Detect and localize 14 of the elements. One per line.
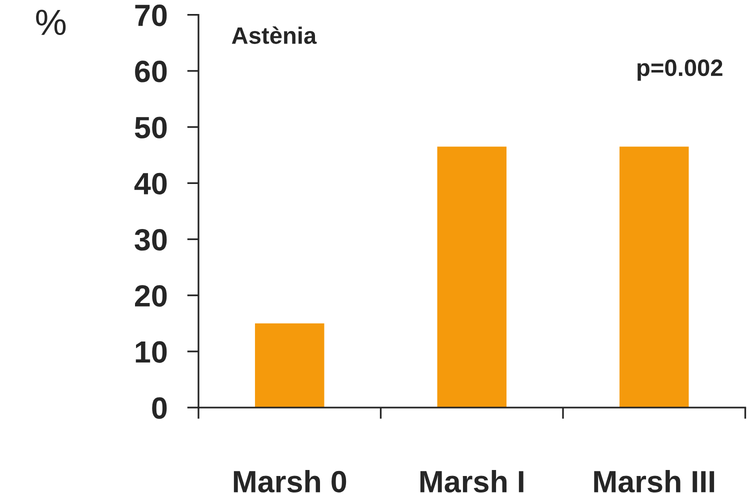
x-tick-label: Marsh III bbox=[594, 470, 714, 492]
annotation: p=0.002 bbox=[638, 59, 722, 81]
y-tick-label: 20 bbox=[135, 285, 167, 307]
y-tick-label: 40 bbox=[134, 172, 167, 195]
y-tick-label: 60 bbox=[135, 60, 167, 82]
y-tick-label: 50 bbox=[134, 116, 167, 138]
y-axis-title: % bbox=[36, 10, 66, 36]
x-tick-label: Marsh 0 bbox=[234, 470, 346, 492]
y-tick-label: 30 bbox=[134, 228, 167, 251]
chart-title: Astènia bbox=[232, 26, 317, 44]
x-tick-label: Marsh I bbox=[420, 470, 524, 492]
y-tick-label: 0 bbox=[152, 397, 167, 419]
y-tick-label: 10 bbox=[136, 341, 167, 363]
y-tick-label: 70 bbox=[135, 4, 167, 26]
